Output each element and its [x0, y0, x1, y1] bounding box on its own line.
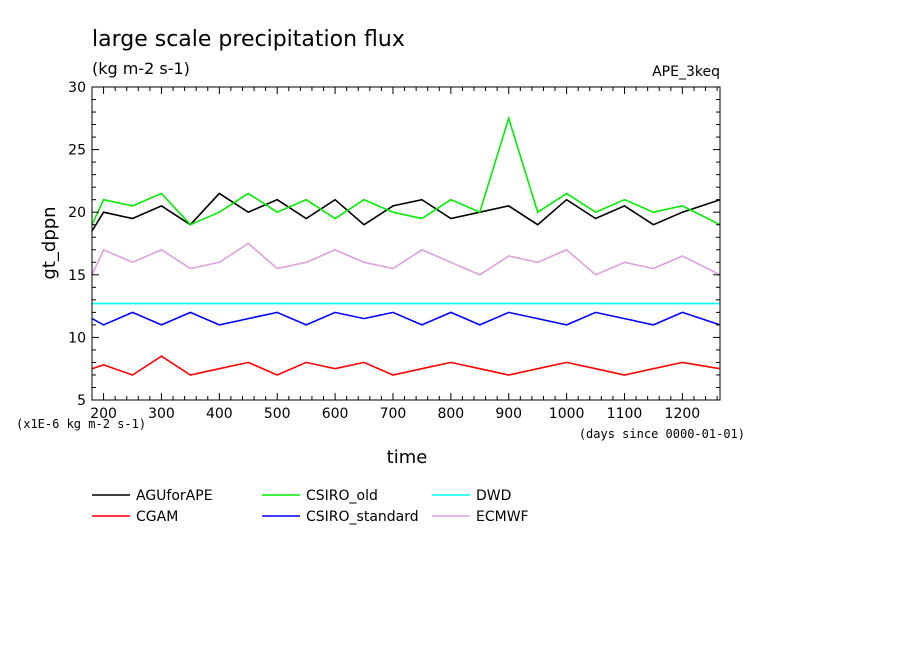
series-line-aguforape — [91, 192, 721, 232]
y-tick-label: 15 — [68, 268, 86, 284]
y-tick-label: 5 — [77, 393, 86, 409]
x-tick-label: 500 — [264, 406, 291, 422]
y-scale-note: (x1E-6 kg m-2 s-1) — [16, 417, 146, 431]
y-tick-label: 10 — [68, 330, 86, 346]
x-tick-label: 1000 — [549, 406, 585, 422]
series-line-csiro-standard — [91, 311, 721, 326]
legend: AGUforAPE CSIRO_old DWD CGAM CSIRO_standard E… — [92, 488, 529, 525]
plot-frame — [91, 86, 721, 401]
legend-label: CSIRO_old — [306, 488, 378, 504]
x-tick-label: 1200 — [665, 406, 701, 422]
legend-label: CSIRO_standard — [306, 509, 419, 525]
series-line-csiro-old — [91, 115, 721, 226]
series-line-cgam — [91, 355, 721, 376]
x-tick-label: 600 — [322, 406, 349, 422]
x-tick-label: 300 — [148, 406, 175, 422]
legend-label: AGUforAPE — [136, 488, 213, 504]
chart-subtitle: (kg m-2 s-1) — [92, 59, 190, 78]
x-tick-label: 200 — [90, 406, 117, 422]
x-tick-label: 1100 — [607, 406, 643, 422]
legend-label: ECMWF — [476, 509, 529, 525]
series-layer — [91, 115, 721, 376]
y-tick-label: 25 — [68, 143, 86, 159]
y-axis-label: gt_dppn — [39, 206, 60, 279]
x-tick-label: 900 — [495, 406, 522, 422]
legend-label: DWD — [476, 488, 511, 504]
series-line-ecmwf — [91, 242, 721, 276]
y-tick-label: 30 — [68, 80, 86, 96]
x-tick-label: 400 — [206, 406, 233, 422]
x-unit-note: (days since 0000-01-01) — [579, 427, 745, 441]
x-tick-label: 800 — [437, 406, 464, 422]
chart-tag: APE_3keq — [652, 64, 720, 80]
chart-title: large scale precipitation flux — [92, 27, 405, 52]
x-tick-label: 700 — [380, 406, 407, 422]
legend-label: CGAM — [136, 509, 178, 525]
y-tick-label: 20 — [68, 205, 86, 221]
x-axis-label: time — [387, 447, 428, 468]
axis-layer: 5 10 15 20 25 30 200 300 400 500 600 700 800 900 1000 1… — [68, 80, 720, 422]
